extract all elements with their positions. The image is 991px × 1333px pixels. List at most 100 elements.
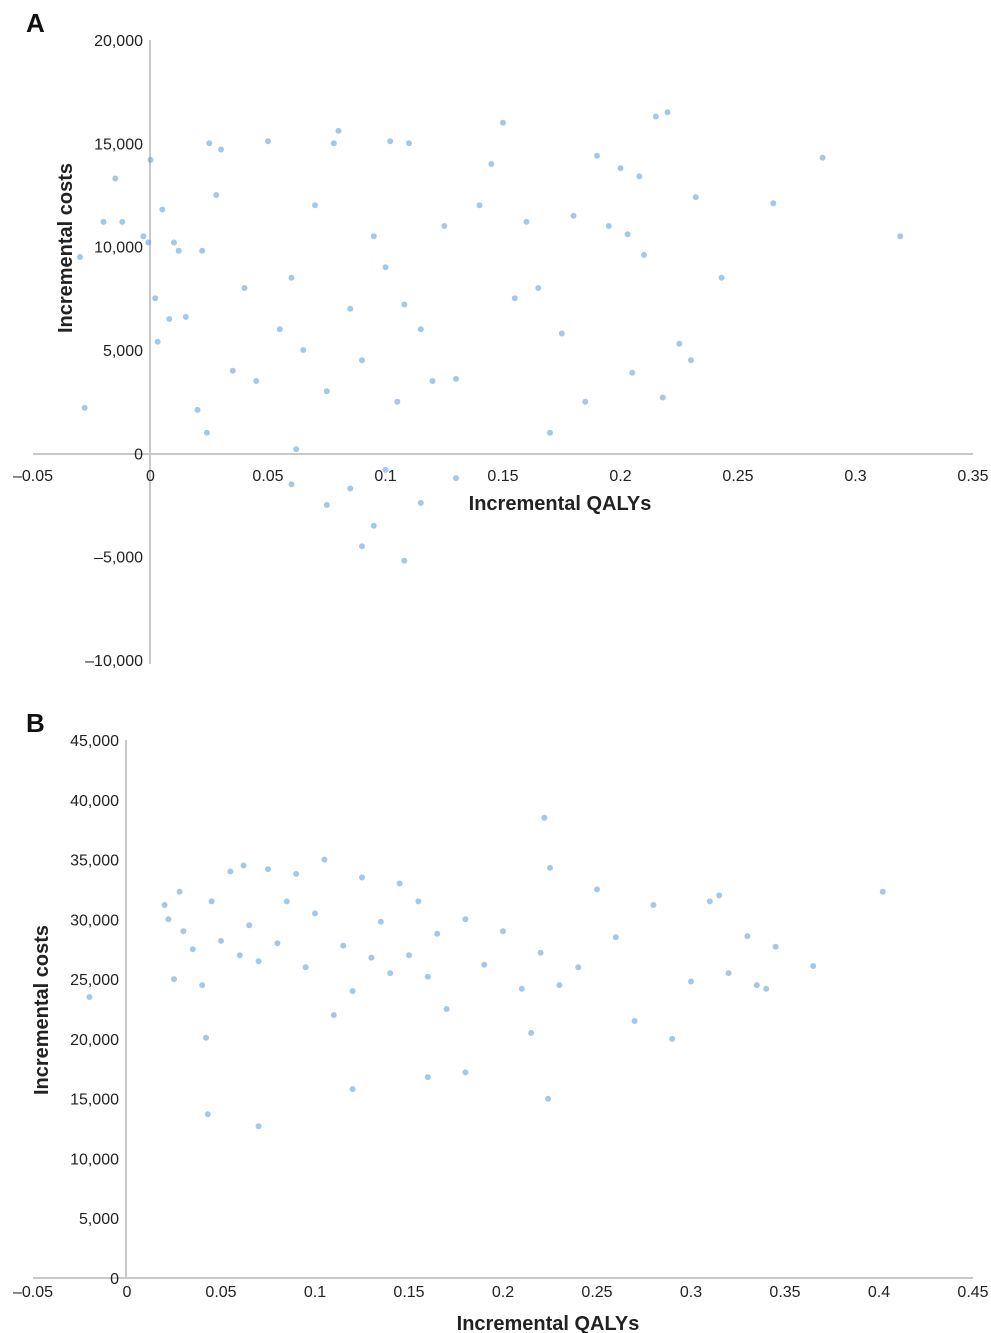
panel-b-data-point [387, 970, 394, 977]
panel-a-data-point [288, 274, 295, 281]
panel-a-data-point [582, 398, 589, 405]
panel-a-data-point [688, 357, 694, 364]
panel-a-data-point [664, 109, 671, 116]
panel-a-data-point [112, 175, 119, 182]
panel-a-data-point [154, 338, 161, 345]
panel-a-y-tick-label: 20,000 [94, 33, 143, 50]
panel-b-data-point [706, 898, 713, 905]
panel-b-data-point [321, 856, 328, 863]
panel-b-x-tick-label: 0.25 [581, 1284, 612, 1301]
panel-a-data-point [453, 475, 459, 482]
panel-b-points [86, 814, 886, 1130]
panel-b-y-tick-label: 25,000 [70, 972, 119, 989]
panel-a-data-point [77, 254, 83, 260]
panel-a-data-point [253, 378, 260, 384]
panel-a-data-point [152, 295, 159, 302]
panel-b-letter: B [26, 708, 45, 738]
panel-a-data-point [182, 313, 189, 320]
panel-a-data-point [659, 394, 666, 401]
panel-b-data-point [424, 973, 431, 980]
panel-a-data-point [523, 218, 530, 225]
panel-a-data-point [347, 485, 354, 492]
panel-a-data-point [558, 330, 565, 337]
panel-b-y-axis-title: Incremental costs [31, 925, 53, 1095]
panel-a-y-ticks: –10,000 –5,000 0 5,000 10,000 15,000 20,000 [85, 33, 143, 670]
panel-a-data-point [159, 206, 166, 213]
panel-a-data-point [394, 398, 401, 405]
panel-b-data-point [283, 898, 290, 905]
panel-a-data-point [692, 194, 699, 201]
panel-a-y-axis-title: Incremental costs [55, 163, 77, 333]
panel-a-data-point [166, 316, 173, 322]
panel-b-data-point [180, 928, 187, 935]
panel-a-data-point [547, 429, 553, 436]
panel-a-data-point [171, 239, 177, 246]
panel-b-data-point [330, 1012, 337, 1018]
panel-a-data-point [594, 152, 600, 159]
panel-b-data-point [753, 982, 760, 989]
panel-a-data-point [347, 305, 354, 312]
panel-a-x-tick-label: –0.05 [13, 468, 53, 485]
panel-b-data-point [612, 934, 619, 941]
panel-a-data-point [81, 404, 88, 411]
panel-b-data-point [171, 976, 177, 983]
panel-b-x-tick-label: 0.35 [769, 1284, 800, 1301]
panel-b-data-point [744, 933, 751, 940]
panel-b-data-point [462, 1069, 469, 1076]
panel-b-data-point [879, 888, 886, 895]
panel-b-data-point [396, 880, 403, 887]
panel-a-x-tick-label: 0 [146, 468, 155, 485]
panel-b-data-point [528, 1029, 535, 1036]
panel-b-data-point [537, 949, 544, 956]
panel-b-data-point [688, 978, 694, 985]
panel-a-data-point [241, 285, 248, 291]
panel-a-x-ticks: –0.05 0 0.05 0.1 0.15 0.2 0.25 0.3 0.35 [13, 468, 989, 485]
panel-b-data-point [176, 888, 183, 895]
panel-a-data-point [676, 340, 683, 347]
panel-b-data-point [518, 985, 525, 992]
panel-a-data-point [636, 173, 643, 180]
panel-b-data-point [669, 1035, 676, 1042]
panel-a-data-point [213, 192, 220, 198]
panel-a-data-point [276, 326, 283, 333]
panel-b-data-point [274, 940, 281, 947]
panel-a-data-point [288, 481, 295, 488]
panel-b-y-tick-label: 20,000 [70, 1032, 119, 1049]
panel-b-x-tick-label: 0.1 [304, 1284, 326, 1301]
panel-a-y-tick-label: 10,000 [94, 240, 143, 257]
panel-a-points [77, 109, 904, 564]
panel-a-data-point [429, 378, 436, 384]
panel-a-x-tick-label: 0.3 [844, 468, 866, 485]
panel-a-data-point [617, 165, 624, 172]
panel-b-data-point [265, 866, 271, 873]
panel-b-data-point [763, 985, 770, 992]
panel-a-data-point [199, 247, 206, 254]
panel-b-y-tick-label: 45,000 [70, 733, 119, 750]
panel-a-y-tick-label: 15,000 [94, 136, 143, 153]
panel-b-data-point [227, 868, 234, 875]
panel-b-data-point [547, 864, 553, 871]
panel-a-data-point [382, 264, 389, 271]
panel-b-data-point [462, 916, 469, 923]
panel-b-data-point [481, 961, 488, 968]
panel-b: B –0.05 0 0.05 0.1 0.15 0.2 0.25 0.3 0.35 0.4 0.45… [13, 708, 989, 1333]
panel-a-data-point [206, 140, 213, 147]
panel-a-data-point [387, 138, 394, 145]
panel-a-data-point [652, 113, 659, 120]
panel-a-data-point [897, 233, 904, 240]
panel-b-data-point [434, 930, 441, 937]
panel-a-data-point [441, 223, 448, 229]
panel-a-data-point [406, 140, 412, 147]
panel-a-letter: A [26, 8, 45, 38]
panel-b-x-tick-label: –0.05 [13, 1284, 53, 1301]
panel-a-x-tick-label: 0.15 [487, 468, 518, 485]
panel-a-y-tick-label: –5,000 [94, 550, 143, 567]
panel-a-data-point [488, 161, 495, 167]
panel-a-data-point [218, 146, 224, 153]
panel-b-y-ticks: 0 5,000 10,000 15,000 20,000 25,000 30,000 35,0… [70, 733, 119, 1288]
panel-b-data-point [545, 1095, 552, 1102]
panel-a-data-point [323, 388, 330, 395]
panel-a-data-point [770, 200, 777, 207]
panel-a-data-point [312, 202, 318, 209]
